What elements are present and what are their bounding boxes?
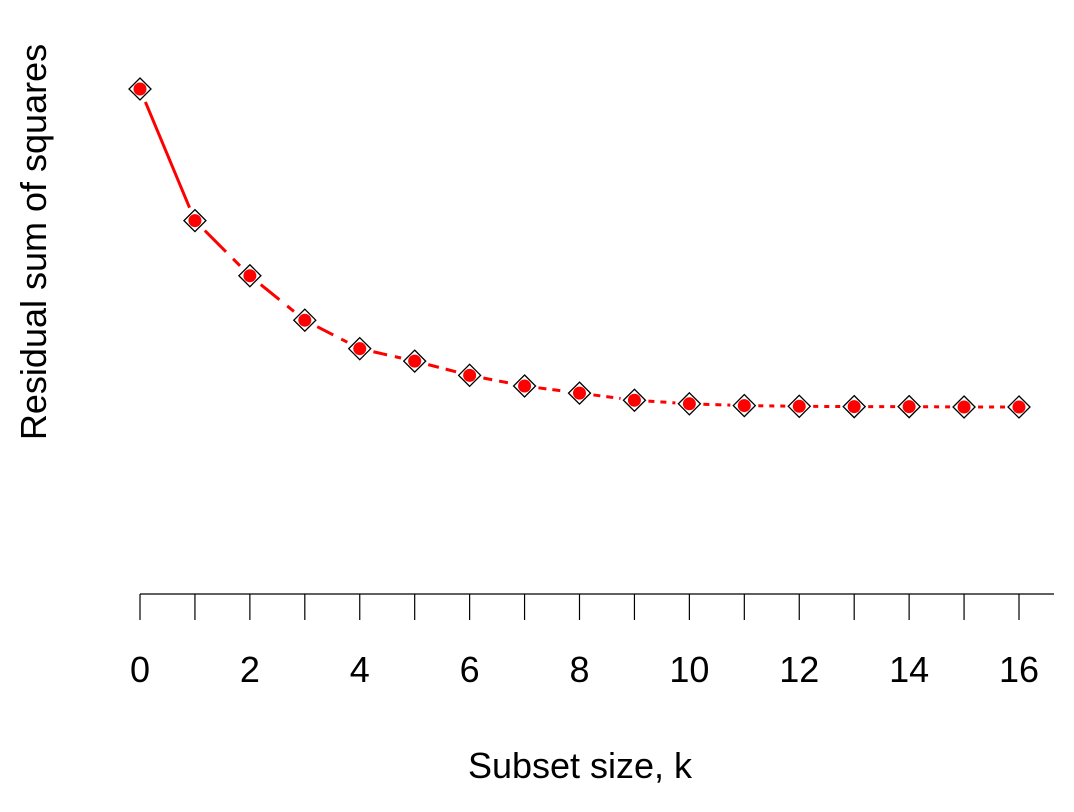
data-point-k6 (457, 363, 482, 388)
series-segment-8 (593, 393, 621, 400)
series-segment-3 (316, 325, 349, 344)
data-point-k11 (732, 393, 757, 418)
x-tick-label-8: 8 (569, 649, 589, 690)
point-dot (902, 400, 916, 414)
data-point-k14 (897, 394, 922, 419)
point-dot (408, 354, 422, 368)
series-points (128, 77, 1031, 419)
x-tick-label-4: 4 (350, 649, 370, 690)
data-point-k5 (402, 349, 427, 374)
series-segment-10 (703, 402, 731, 407)
point-dot (298, 313, 312, 327)
x-tick-label-14: 14 (889, 649, 929, 690)
data-point-k7 (512, 374, 537, 398)
point-dot (627, 393, 641, 407)
data-point-k10 (677, 391, 702, 416)
series-segment-4 (373, 350, 402, 360)
data-point-k15 (952, 395, 976, 419)
point-dot (792, 399, 806, 413)
x-tick-label-16: 16 (999, 649, 1039, 690)
point-dot (737, 399, 751, 413)
series-segment-5 (427, 363, 457, 374)
series-lines (144, 101, 1005, 409)
data-point-k3 (292, 308, 317, 333)
point-dot (518, 379, 532, 393)
data-point-k16 (1007, 395, 1031, 419)
data-point-k2 (237, 263, 262, 288)
data-point-k0 (128, 77, 152, 101)
x-axis (139, 593, 1054, 620)
data-point-k12 (787, 394, 812, 419)
data-point-k9 (622, 388, 647, 413)
x-tick-label-6: 6 (460, 649, 480, 690)
point-dot (1012, 400, 1026, 414)
series-segment-7 (538, 386, 566, 393)
data-point-k1 (183, 208, 207, 233)
data-point-k13 (842, 394, 867, 419)
series-segment-6 (483, 376, 512, 385)
point-dot (463, 368, 477, 382)
x-tick-label-2: 2 (240, 649, 260, 690)
point-dot (188, 214, 202, 228)
data-point-k4 (347, 336, 372, 361)
point-dot (353, 342, 367, 356)
series-segment-2 (259, 283, 295, 313)
data-point-k8 (567, 381, 592, 406)
x-axis-label: Subset size, k (468, 745, 693, 786)
point-dot (133, 82, 147, 96)
x-tick-label-10: 10 (669, 649, 709, 690)
series-segment-9 (648, 399, 676, 405)
point-dot (682, 397, 696, 411)
point-dot (243, 269, 257, 283)
x-tick-label-12: 12 (779, 649, 819, 690)
series-segment-0 (144, 101, 191, 209)
point-dot (847, 400, 861, 414)
y-axis-label: Residual sum of squares (13, 44, 54, 440)
point-dot (573, 386, 586, 400)
x-tick-labels: 0 2 4 6 8 10 12 14 16 (130, 649, 1039, 690)
series-segment-1 (203, 229, 242, 267)
x-tick-label-0: 0 (130, 649, 150, 690)
point-dot (957, 400, 971, 414)
